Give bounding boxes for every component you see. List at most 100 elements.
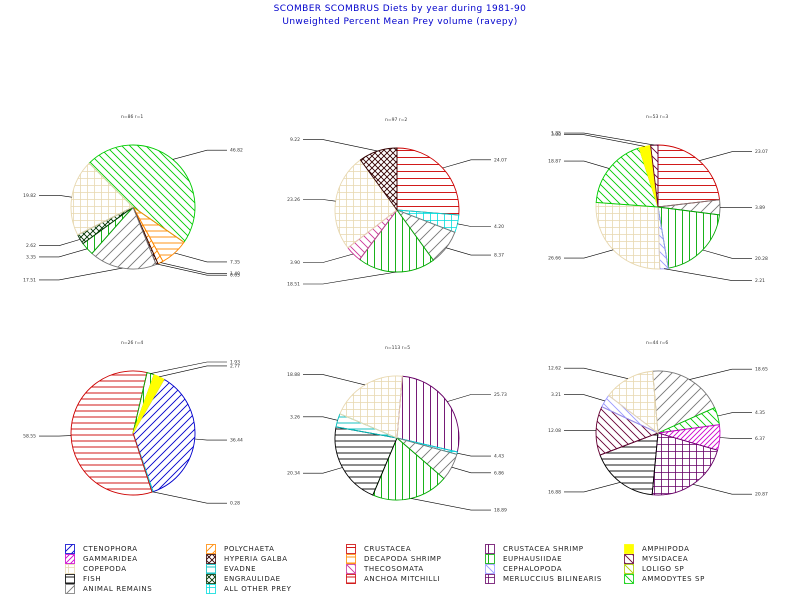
pie-value-label: 18.51 [287,281,300,287]
pie-slice-copepoda [607,370,659,434]
leader-line [564,367,629,379]
leader-line [303,416,338,421]
leader-line [699,151,752,161]
pie-value-label: 3.26 [290,414,300,420]
pie-title: n=44 r=6 [646,340,668,346]
leader-line [303,374,366,386]
pie-value-label: 6.37 [755,436,765,442]
pie-chart-6: n=44 r=6 18.65 4.35 6.37 20.87 16.88 12.08 3.21… [548,340,768,498]
pie-value-label: 7.35 [230,259,240,265]
leader-line [702,249,752,259]
leader-line [39,195,72,198]
leader-line [39,248,88,258]
pie-value-label: 1.85 [551,131,561,137]
leader-line [457,452,491,457]
pie-chart-5: n=113 r=5 25.73 4.43 6.86 18.89 20.34 3.26 18.8… [287,345,507,514]
leader-line [194,438,227,441]
leader-line [172,149,227,160]
pie-value-label: 24.07 [494,157,507,163]
pie-slice-fish [599,432,659,496]
leader-line [39,435,72,437]
pie-value-label: 3.35 [26,254,36,260]
pie-chart-4: n=26 r=4 36.44 0.28 58.55 1.932.77 [23,340,243,507]
leader-line [692,484,752,495]
pie-chart-1: n=86 r=1 46.82 7.35 1.400.65 17.51 3.35 2.62 19… [23,114,243,283]
pie-value-label: 20.87 [755,492,768,498]
leader-line [157,263,227,276]
pie-value-label: 3.90 [290,260,300,266]
pie-value-label: 0.28 [230,501,240,507]
leader-line [564,394,605,402]
chart-title: SCOMBER SCOMBRUS Diets by year during 19… [273,4,527,14]
leader-line [457,223,491,227]
leader-line [303,271,397,285]
chart-header: SCOMBER SCOMBRUS Diets by year during 19… [0,3,800,29]
pie-slice-euphausiidae [657,206,721,269]
pie-value-label: 36.44 [230,438,243,444]
pie-value-label: 4.20 [494,224,504,230]
leader-line [663,268,752,281]
pie-slice-mysidacea [650,144,659,208]
leader-line [717,412,752,417]
pie-value-label: 23.26 [287,197,300,203]
pie-slice-amphipoda [132,374,165,434]
pie-value-label: 20.28 [755,256,768,262]
pie-value-label: 3.21 [551,392,561,398]
leader-line [152,491,227,504]
pie-slice-fish [334,426,398,496]
leader-line [564,134,645,147]
leader-line [719,437,752,439]
pie-slice-crustacea-shrimp [396,375,460,453]
leader-line [303,467,343,474]
pie-value-label: 18.88 [287,372,300,378]
pie-value-label: 58.55 [23,434,36,440]
pie-value-label: 25.73 [494,392,507,398]
pie-value-label: 18.89 [494,508,507,514]
pie-value-label: 9.22 [290,137,300,143]
pie-value-label: 3.89 [755,205,765,211]
pie-value-label: 26.66 [548,256,561,262]
pie-title: n=86 r=1 [121,114,143,120]
leader-line [159,365,227,378]
leader-line [564,249,614,259]
pie-slice-crustacea [396,147,460,216]
pie-value-label: 1.93 [230,360,240,366]
leader-line [689,368,752,380]
pie-slice-copepoda [334,159,398,249]
pie-value-label: 3.00 [551,132,561,138]
pie-title: n=113 r=5 [385,345,410,351]
pie-title: n=26 r=4 [121,340,143,346]
pie-chart-3: n=53 r=3 23.07 3.89 20.28 2.21 26.66 18.87 3.00… [548,114,768,284]
pie-value-label: 17.51 [23,277,36,283]
pie-value-label: 12.08 [548,428,561,434]
pie-slice-merluccius-bilinearis [651,432,719,496]
pie-slice-copepoda [339,375,403,439]
pie-value-label: 2.21 [755,278,765,284]
pie-value-label: 0.65 [230,273,240,279]
pie-slice-crustacea [657,144,721,208]
pie-value-label: 46.82 [230,148,243,154]
leader-line [564,482,621,493]
leader-line [160,262,227,274]
pie-value-label: 18.65 [755,367,768,373]
pie-value-label: 4.35 [755,410,765,416]
leader-line [39,267,123,281]
pie-slice-animal-remains [91,206,157,270]
pie-value-label: 18.87 [548,159,561,165]
pie-slice-copepoda [595,201,661,270]
pie-slice-anchoa-mitchilli [70,370,153,496]
pie-value-label: 8.37 [494,253,504,259]
pie-slice-ammodytes-sp [595,147,659,208]
pie-value-label: 2.77 [230,363,240,369]
pie-value-label: 6.86 [494,470,504,476]
leader-line [564,132,655,146]
pie-chart-2: n=97 r=2 24.07 4.20 8.37 18.51 3.90 23.26 9.22 [287,117,507,287]
pie-value-label: 20.34 [287,471,300,477]
pie-title: n=97 r=2 [385,117,407,123]
leader-line [150,361,227,374]
pie-title: n=53 r=3 [646,114,668,120]
chart-subtitle: Unweighted Percent Mean Prey volume (rav… [282,17,518,27]
leader-line [442,159,491,169]
leader-line [447,394,491,402]
